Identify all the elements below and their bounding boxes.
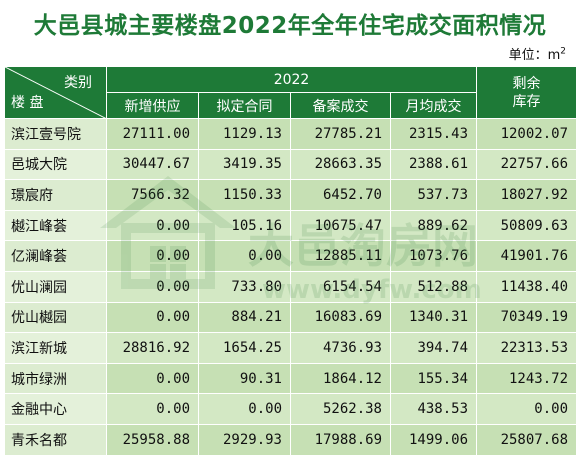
- stock-cell: 50809.63: [476, 209, 578, 242]
- header-col-filed: 备案成交: [290, 92, 391, 119]
- contract-cell: 884.21: [198, 301, 291, 334]
- table-row: 亿澜峰荟 0.00 0.00 12885.11 1073.76 41901.76: [4, 240, 578, 272]
- monthly-cell: 2388.61: [389, 148, 478, 181]
- table-row: 青禾名都 25958.88 2929.93 17988.69 1499.06 25807.…: [4, 423, 578, 456]
- monthly-cell: 438.53: [389, 393, 478, 425]
- property-name-cell: 青禾名都: [4, 423, 107, 456]
- unit-label: 单位：m2: [509, 44, 566, 63]
- new-supply-cell: 0.00: [106, 270, 199, 303]
- stock-cell: 12002.07: [476, 118, 578, 150]
- property-name-cell: 滨江新城: [4, 332, 107, 364]
- property-name-cell: 滨江壹号院: [4, 118, 107, 150]
- filed-cell: 17988.69: [290, 423, 391, 456]
- stock-cell: 41901.76: [476, 240, 578, 272]
- table-row: 邑城大院 30447.67 3419.35 28663.35 2388.61 22757.…: [4, 148, 578, 181]
- property-name-cell: 优山樾园: [4, 301, 107, 334]
- new-supply-cell: 0.00: [106, 209, 199, 242]
- new-supply-cell: 7566.32: [106, 179, 199, 211]
- header-year: 2022: [105, 66, 478, 93]
- monthly-cell: 537.73: [389, 179, 478, 211]
- contract-cell: 0.00: [198, 240, 291, 272]
- header-corner-cell: 类别 楼 盘: [4, 66, 107, 119]
- header-col-new-supply: 新增供应: [106, 92, 199, 119]
- table-row: 优山樾园 0.00 884.21 16083.69 1340.31 70349.19: [4, 301, 578, 334]
- new-supply-cell: 27111.00: [106, 118, 199, 150]
- diagonal-divider: [5, 67, 107, 119]
- stock-cell: 25807.68: [476, 423, 578, 456]
- new-supply-cell: 0.00: [106, 362, 199, 395]
- table-row: 璟宸府 7566.32 1150.33 6452.70 537.73 18027.92: [4, 179, 578, 211]
- new-supply-cell: 25958.88: [106, 423, 199, 456]
- contract-cell: 1654.25: [198, 332, 291, 364]
- stock-cell: 70349.19: [476, 301, 578, 334]
- contract-cell: 1129.13: [198, 118, 291, 150]
- filed-cell: 27785.21: [290, 118, 391, 150]
- filed-cell: 12885.11: [290, 240, 391, 272]
- filed-cell: 1864.12: [290, 362, 391, 395]
- new-supply-cell: 30447.67: [106, 148, 199, 181]
- property-name-cell: 樾江峰荟: [4, 209, 107, 242]
- contract-cell: 3419.35: [198, 148, 291, 181]
- stock-cell: 22757.66: [476, 148, 578, 181]
- monthly-cell: 394.74: [389, 332, 478, 364]
- contract-cell: 733.80: [198, 270, 291, 303]
- filed-cell: 4736.93: [290, 332, 391, 364]
- property-name-cell: 亿澜峰荟: [4, 240, 107, 272]
- table-row: 滨江新城 28816.92 1654.25 4736.93 394.74 22313.53: [4, 332, 578, 364]
- filed-cell: 5262.38: [290, 393, 391, 425]
- contract-cell: 2929.93: [198, 423, 291, 456]
- table-row: 金融中心 0.00 0.00 5262.38 438.53 0.00: [4, 393, 578, 425]
- monthly-cell: 889.62: [389, 209, 478, 242]
- property-name-cell: 城市绿洲: [4, 362, 107, 395]
- filed-cell: 28663.35: [290, 148, 391, 181]
- new-supply-cell: 0.00: [106, 240, 199, 272]
- property-name-cell: 金融中心: [4, 393, 107, 425]
- monthly-cell: 1073.76: [389, 240, 478, 272]
- filed-cell: 6154.54: [290, 270, 391, 303]
- table-row: 优山澜园 0.00 733.80 6154.54 512.88 11438.40: [4, 270, 578, 303]
- table-row: 樾江峰荟 0.00 105.16 10675.47 889.62 50809.63: [4, 209, 578, 242]
- property-name-cell: 璟宸府: [4, 179, 107, 211]
- monthly-cell: 1499.06: [389, 423, 478, 456]
- unit-sup: 2: [560, 46, 566, 57]
- monthly-cell: 2315.43: [389, 118, 478, 150]
- new-supply-cell: 28816.92: [106, 332, 199, 364]
- monthly-cell: 512.88: [389, 270, 478, 303]
- contract-cell: 1150.33: [198, 179, 291, 211]
- header-stock-line2: 库存: [512, 93, 541, 110]
- header-property: 楼 盘: [11, 95, 44, 111]
- header-stock: 剩余 库存: [476, 66, 578, 119]
- property-name-cell: 优山澜园: [4, 270, 107, 303]
- data-table: 类别 楼 盘 2022 剩余 库存 新增供应 拟定合同 备案成交 月均成交 滨江…: [4, 66, 578, 456]
- stock-cell: 1243.72: [476, 362, 578, 395]
- contract-cell: 90.31: [198, 362, 291, 395]
- filed-cell: 6452.70: [290, 179, 391, 211]
- monthly-cell: 155.34: [389, 362, 478, 395]
- stock-cell: 11438.40: [476, 270, 578, 303]
- new-supply-cell: 0.00: [106, 301, 199, 334]
- stock-cell: 0.00: [476, 393, 578, 425]
- monthly-cell: 1340.31: [389, 301, 478, 334]
- table-row: 滨江壹号院 27111.00 1129.13 27785.21 2315.43 12002…: [4, 118, 578, 150]
- contract-cell: 105.16: [198, 209, 291, 242]
- table-body: 滨江壹号院 27111.00 1129.13 27785.21 2315.43 12002…: [4, 118, 578, 456]
- page-title: 大邑县城主要楼盘2022年全年住宅成交面积情况: [33, 13, 547, 39]
- property-name-cell: 邑城大院: [4, 148, 107, 181]
- unit-prefix: 单位：: [508, 48, 548, 63]
- filed-cell: 16083.69: [290, 301, 391, 334]
- table-row: 城市绿洲 0.00 90.31 1864.12 155.34 1243.72: [4, 362, 578, 395]
- filed-cell: 10675.47: [290, 209, 391, 242]
- header-stock-line1: 剩余: [512, 75, 541, 92]
- new-supply-cell: 0.00: [106, 393, 199, 425]
- stock-cell: 18027.92: [476, 179, 578, 211]
- header-category: 类别: [64, 75, 92, 91]
- contract-cell: 0.00: [198, 393, 291, 425]
- stock-cell: 22313.53: [476, 332, 578, 364]
- header-col-contract: 拟定合同: [198, 92, 291, 119]
- unit-symbol: m: [547, 48, 561, 63]
- header-col-monthly: 月均成交: [389, 92, 478, 119]
